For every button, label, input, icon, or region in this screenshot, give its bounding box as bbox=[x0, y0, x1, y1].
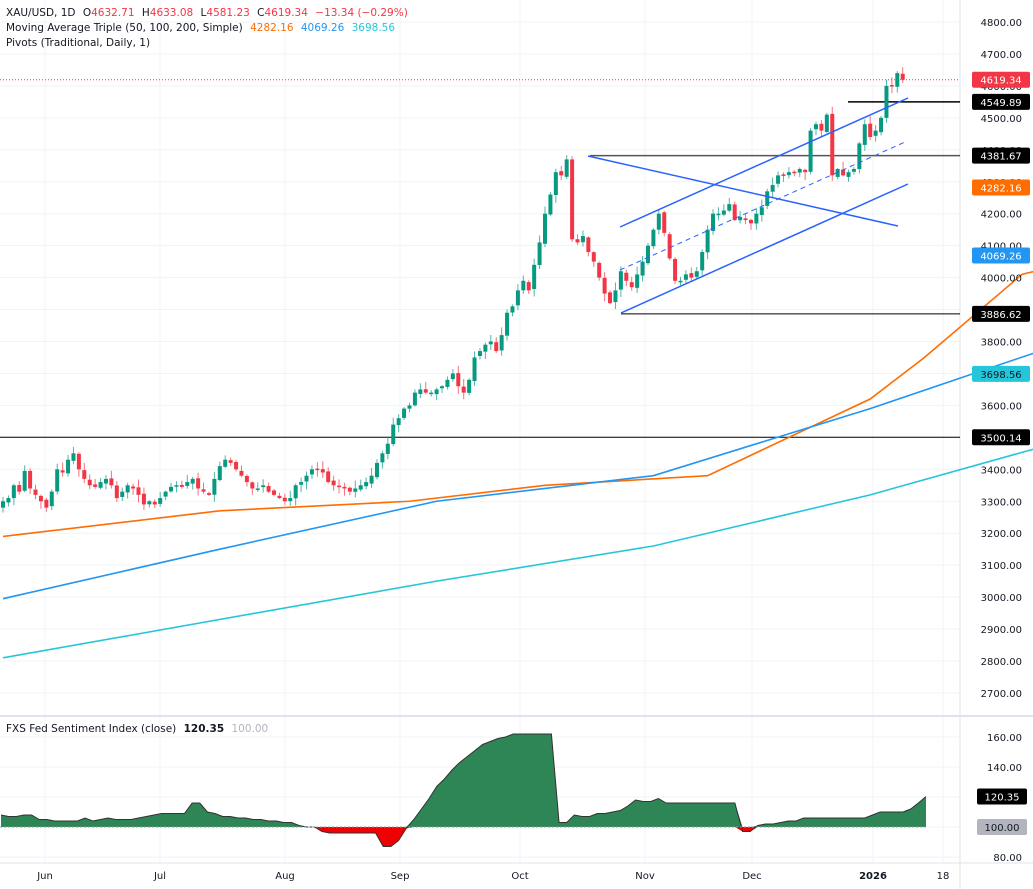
svg-text:4069.26: 4069.26 bbox=[980, 251, 1021, 262]
trendline-drawings[interactable] bbox=[587, 97, 909, 314]
ma200-value: 3698.56 bbox=[351, 22, 396, 34]
indicator-baseline: 100.00 bbox=[231, 723, 269, 735]
close-value: 4619.34 bbox=[264, 7, 308, 19]
ma50-value: 4282.16 bbox=[250, 22, 294, 34]
close-label: C bbox=[257, 7, 265, 19]
svg-text:4381.67: 4381.67 bbox=[980, 152, 1021, 163]
svg-text:3100.00: 3100.00 bbox=[981, 561, 1022, 572]
svg-text:Dec: Dec bbox=[742, 871, 761, 882]
symbol-title[interactable]: XAU/USD, 1D bbox=[6, 7, 76, 19]
sentiment-area bbox=[0, 733, 927, 847]
svg-text:3500.14: 3500.14 bbox=[980, 433, 1021, 444]
svg-text:3886.62: 3886.62 bbox=[980, 310, 1021, 321]
svg-text:3600.00: 3600.00 bbox=[981, 401, 1022, 412]
indicator-title: FXS Fed Sentiment Index (close) bbox=[6, 723, 177, 735]
change-value: −13.34 (−0.29%) bbox=[315, 7, 408, 19]
indicator-value: 120.35 bbox=[183, 723, 225, 735]
price-axis[interactable]: 4800.00 4700.00 4500.00 4200.00 4000.00 3800.… bbox=[972, 18, 1030, 700]
indicator-legend[interactable]: FXS Fed Sentiment Index (close) 120.35 1… bbox=[6, 722, 272, 736]
ma-title: Moving Average Triple (50, 100, 200, Sim… bbox=[6, 22, 243, 34]
svg-text:3300.00: 3300.00 bbox=[981, 497, 1022, 508]
svg-text:Jun: Jun bbox=[36, 871, 53, 882]
candlestick-series bbox=[0, 67, 960, 513]
svg-text:4200.00: 4200.00 bbox=[981, 210, 1022, 221]
high-label: H bbox=[141, 7, 150, 19]
svg-text:80.00: 80.00 bbox=[993, 853, 1022, 864]
time-axis[interactable]: Jun Jul Aug Sep Oct Nov Dec 2026 18 bbox=[36, 871, 949, 882]
svg-text:3000.00: 3000.00 bbox=[981, 593, 1022, 604]
svg-text:2800.00: 2800.00 bbox=[981, 657, 1022, 668]
svg-text:Sep: Sep bbox=[391, 871, 410, 882]
svg-text:140.00: 140.00 bbox=[987, 763, 1022, 774]
svg-text:3698.56: 3698.56 bbox=[980, 370, 1021, 381]
ma-legend[interactable]: Moving Average Triple (50, 100, 200, Sim… bbox=[6, 21, 399, 35]
open-value: 4632.71 bbox=[91, 7, 135, 19]
svg-text:Nov: Nov bbox=[635, 871, 655, 882]
svg-text:120.35: 120.35 bbox=[985, 792, 1020, 803]
svg-text:2700.00: 2700.00 bbox=[981, 689, 1022, 700]
svg-text:4100.00: 4100.00 bbox=[981, 242, 1022, 253]
svg-text:100.00: 100.00 bbox=[985, 823, 1020, 834]
moving-average-lines bbox=[2, 270, 1033, 659]
svg-text:4700.00: 4700.00 bbox=[981, 50, 1022, 61]
svg-text:Jul: Jul bbox=[153, 871, 166, 882]
svg-text:4619.34: 4619.34 bbox=[980, 76, 1021, 87]
pivots-legend[interactable]: Pivots (Traditional, Daily, 1) bbox=[6, 36, 154, 50]
ma100-value: 4069.26 bbox=[300, 22, 345, 34]
pivot-levels bbox=[0, 101, 960, 438]
svg-text:Aug: Aug bbox=[275, 871, 295, 882]
svg-text:Oct: Oct bbox=[511, 871, 528, 882]
svg-text:2900.00: 2900.00 bbox=[981, 625, 1022, 636]
open-label: O bbox=[82, 7, 92, 19]
svg-text:160.00: 160.00 bbox=[987, 733, 1022, 744]
svg-text:4800.00: 4800.00 bbox=[981, 18, 1022, 29]
low-label: L bbox=[200, 7, 207, 19]
svg-text:3800.00: 3800.00 bbox=[981, 338, 1022, 349]
symbol-legend: XAU/USD, 1D O4632.71 H4633.08 L4581.23 C… bbox=[6, 6, 412, 20]
svg-text:18: 18 bbox=[937, 871, 950, 882]
high-value: 4633.08 bbox=[149, 7, 194, 19]
indicator-axis[interactable]: 160.00 140.00 80.00 120.35 100.00 bbox=[977, 733, 1027, 864]
svg-text:3200.00: 3200.00 bbox=[981, 529, 1022, 540]
pivots-title: Pivots (Traditional, Daily, 1) bbox=[6, 37, 151, 49]
svg-text:4000.00: 4000.00 bbox=[981, 274, 1022, 285]
low-value: 4581.23 bbox=[206, 7, 250, 19]
svg-text:3400.00: 3400.00 bbox=[981, 465, 1022, 476]
svg-text:4549.89: 4549.89 bbox=[980, 98, 1021, 109]
svg-text:2026: 2026 bbox=[859, 871, 887, 882]
svg-text:4282.16: 4282.16 bbox=[980, 183, 1021, 194]
svg-text:4500.00: 4500.00 bbox=[981, 114, 1022, 125]
